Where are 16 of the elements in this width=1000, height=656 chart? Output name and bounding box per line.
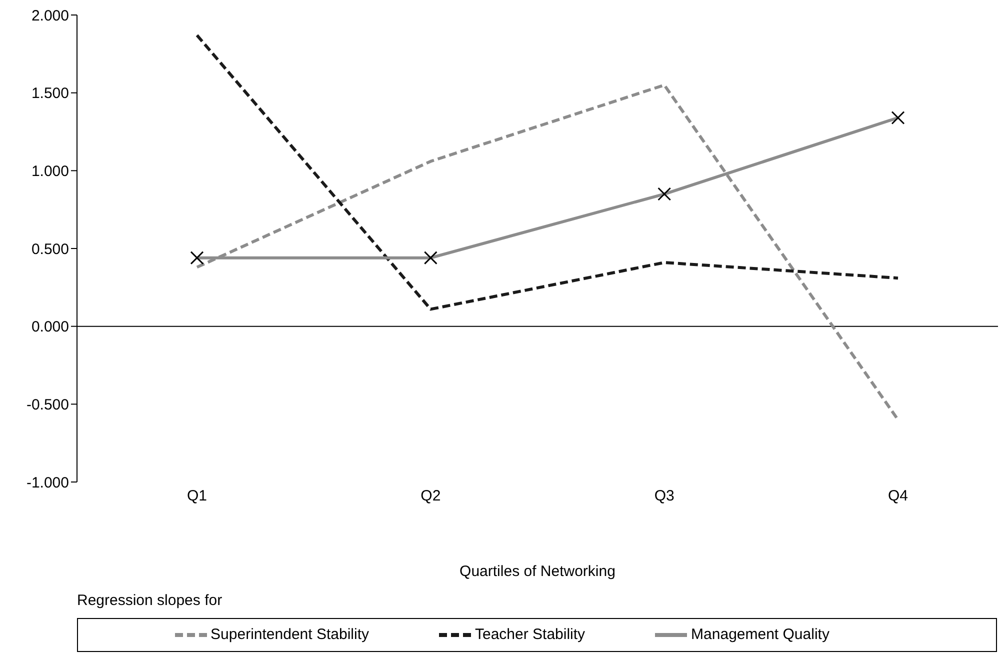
legend-label: Teacher Stability [474, 626, 586, 643]
x-tick-label: Q4 [888, 488, 908, 505]
legend-label: Superintendent Stability [210, 626, 369, 643]
y-tick-label: 0.000 [31, 318, 69, 336]
y-tick-label: -0.500 [26, 396, 69, 414]
x-tick-label: Q3 [654, 488, 674, 505]
x-tick-label: Q2 [420, 488, 441, 505]
y-tick-label: 1.000 [31, 162, 69, 180]
x-tick-label: Q1 [186, 488, 208, 505]
y-tick-label: 2.000 [31, 7, 69, 24]
y-tick-label: 0.500 [31, 240, 69, 258]
legend-title: Regression slopes for [77, 592, 222, 609]
legend-label: Management Quality [691, 626, 830, 643]
x-axis-title: Quartiles of Networking [460, 563, 616, 580]
y-tick-label: 1.500 [31, 85, 69, 102]
y-tick-label: -1.000 [26, 474, 69, 492]
